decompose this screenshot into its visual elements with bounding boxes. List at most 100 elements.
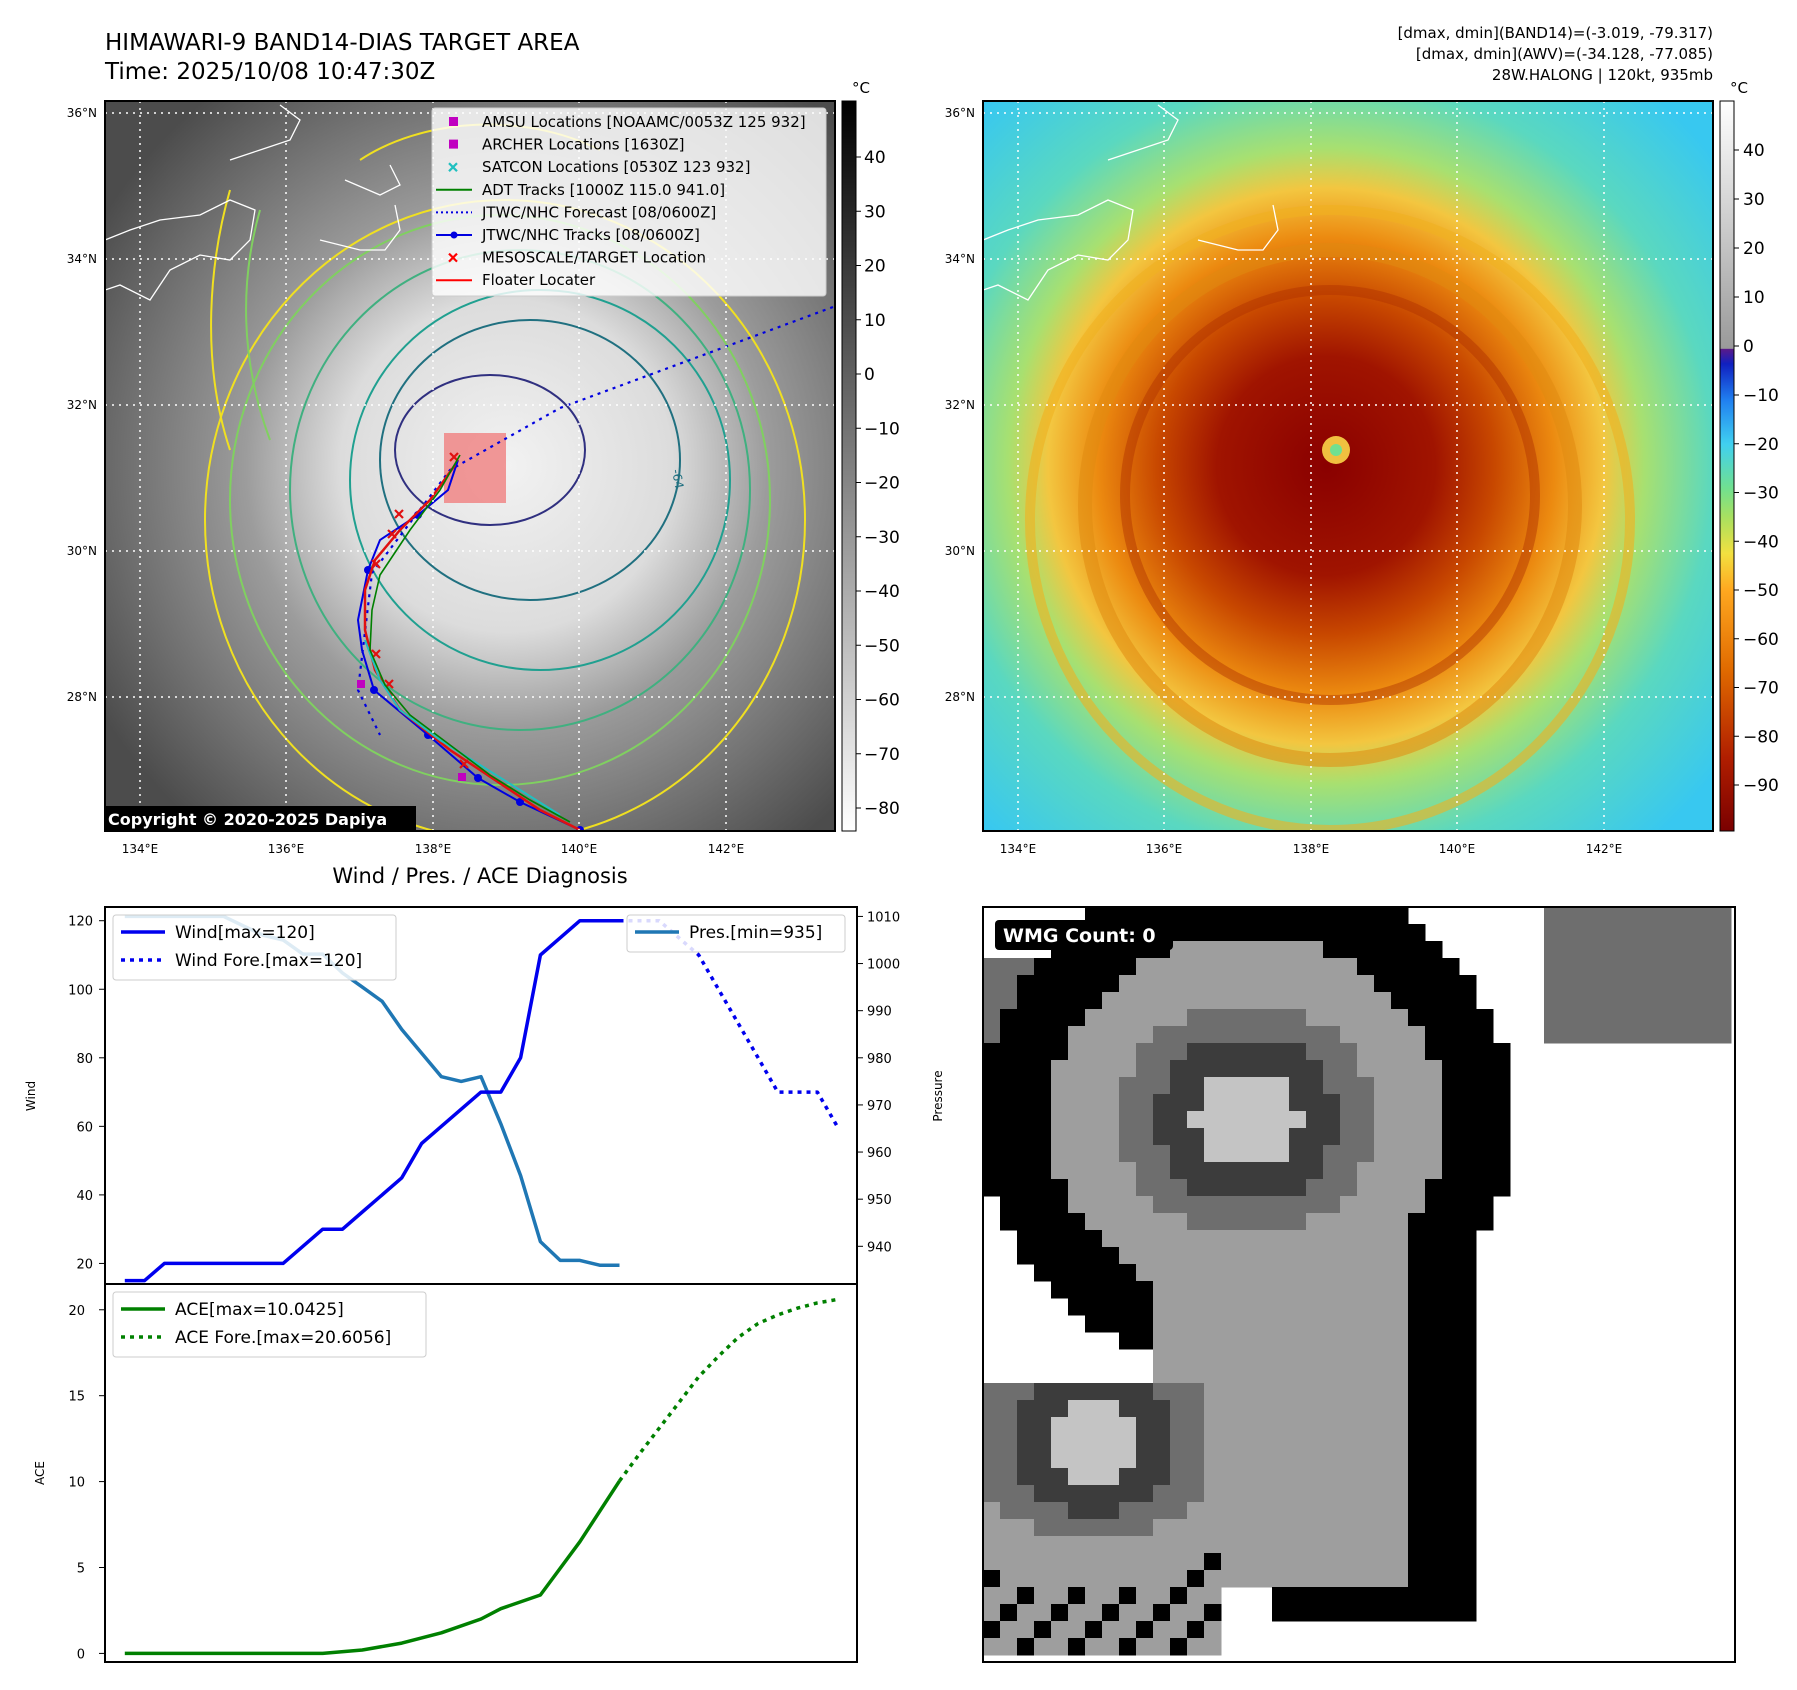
wmg-cell xyxy=(1204,1332,1222,1350)
wmg-cell xyxy=(1153,1417,1171,1435)
lon-tick-label: 140°E xyxy=(561,842,598,856)
wmg-cell xyxy=(1357,1383,1375,1401)
wmg-cell xyxy=(1595,924,1613,942)
wmg-cell xyxy=(1238,1315,1256,1333)
wmg-cell xyxy=(1408,1570,1426,1588)
lon-tick-label: 138°E xyxy=(1293,842,1330,856)
wmg-cell xyxy=(1204,1468,1222,1486)
wmg-cell xyxy=(1663,1009,1681,1027)
wmg-cell xyxy=(1068,1417,1086,1435)
wmg-cell xyxy=(1204,1400,1222,1418)
wmg-cell xyxy=(1153,1468,1171,1486)
wmg-cell xyxy=(1289,958,1307,976)
wmg-cell xyxy=(1663,1026,1681,1044)
wmg-cell xyxy=(1068,1026,1086,1044)
wmg-cell xyxy=(1238,1111,1256,1129)
wmg-cell xyxy=(1357,1196,1375,1214)
wmg-cell xyxy=(1408,1230,1426,1248)
wmg-cell xyxy=(1340,1281,1358,1299)
wmg-cell xyxy=(1017,1009,1035,1027)
wmg-cell xyxy=(1306,1502,1324,1520)
left-lat-ticks: 36°N 34°N 32°N 30°N 28°N xyxy=(67,106,97,704)
wmg-cell xyxy=(983,1128,1001,1146)
wmg-cell xyxy=(1340,1400,1358,1418)
wmg-cell xyxy=(1289,1332,1307,1350)
wmg-cell xyxy=(1459,1417,1477,1435)
wmg-cell xyxy=(1442,1281,1460,1299)
colorbar-tick-label: 0 xyxy=(1743,337,1754,357)
wmg-cell xyxy=(1374,1434,1392,1452)
wmg-cell xyxy=(1255,1281,1273,1299)
lon-tick-label: 140°E xyxy=(1439,842,1476,856)
map-legend: AMSU Locations [NOAAMC/0053Z 125 932] ARC… xyxy=(431,107,827,297)
wmg-cell xyxy=(1153,1536,1171,1554)
wmg-cell xyxy=(1204,1213,1222,1231)
wmg-cell xyxy=(1306,1315,1324,1333)
colorbar-tick-label: −90 xyxy=(1743,776,1779,796)
wmg-cell xyxy=(1374,941,1392,959)
wmg-cell xyxy=(1136,1451,1154,1469)
copyright: Copyright © 2020-2025 Dapiya xyxy=(108,810,387,829)
wmg-cell xyxy=(983,1570,1001,1588)
wmg-cell xyxy=(1357,958,1375,976)
wmg-cell xyxy=(1272,1145,1290,1163)
wmg-cell xyxy=(1408,1485,1426,1503)
wmg-cell xyxy=(1017,1604,1035,1622)
wmg-cell xyxy=(1034,1179,1052,1197)
wmg-cell xyxy=(1102,1009,1120,1027)
wmg-cell xyxy=(1034,1400,1052,1418)
wmg-cell xyxy=(1425,1026,1443,1044)
wmg-cell xyxy=(1408,1145,1426,1163)
wmg-cell xyxy=(1170,1383,1188,1401)
wmg-cell xyxy=(1204,1502,1222,1520)
wmg-cell xyxy=(1085,1077,1103,1095)
wmg-cell xyxy=(1153,1281,1171,1299)
wmg-cell xyxy=(1068,1281,1086,1299)
wmg-cell xyxy=(1221,1264,1239,1282)
diagnosis-title: Wind / Pres. / ACE Diagnosis xyxy=(332,864,627,888)
wmg-cell xyxy=(1102,1536,1120,1554)
wmg-cell xyxy=(1255,1519,1273,1537)
wmg-cell xyxy=(1000,1638,1018,1656)
wmg-cell xyxy=(1493,1145,1511,1163)
ace-tick-label: 20 xyxy=(68,1304,85,1319)
wmg-cell xyxy=(1238,1519,1256,1537)
wmg-cell xyxy=(1306,1264,1324,1282)
wmg-cell xyxy=(1442,1315,1460,1333)
wmg-cell xyxy=(1578,958,1596,976)
wmg-cell xyxy=(1119,1315,1137,1333)
wmg-cell xyxy=(1187,1519,1205,1537)
wmg-cell xyxy=(1459,975,1477,993)
wmg-cell xyxy=(1170,975,1188,993)
wmg-cell xyxy=(1561,941,1579,959)
colorbar-tick-label: 20 xyxy=(864,257,886,277)
wmg-cell xyxy=(1697,1009,1715,1027)
wmg-cell xyxy=(1085,1230,1103,1248)
pressure-tick-label: 1000 xyxy=(867,958,900,973)
wmg-cell xyxy=(1238,1264,1256,1282)
wmg-cell xyxy=(1459,1485,1477,1503)
wmg-cell xyxy=(1391,1485,1409,1503)
wmg-cell xyxy=(1170,1315,1188,1333)
wmg-cell xyxy=(1442,1553,1460,1571)
wmg-cell xyxy=(1221,1247,1239,1265)
wmg-cell xyxy=(1238,907,1256,925)
wmg-cell xyxy=(1068,1179,1086,1197)
wmg-cell xyxy=(1102,1230,1120,1248)
wmg-cell xyxy=(1306,1434,1324,1452)
wmg-cell xyxy=(1034,1383,1052,1401)
wmg-cell xyxy=(1136,1213,1154,1231)
wmg-cell xyxy=(1374,1349,1392,1367)
wmg-cell xyxy=(1153,1349,1171,1367)
wmg-cell xyxy=(1306,1247,1324,1265)
wmg-cell xyxy=(1442,1434,1460,1452)
wmg-cell xyxy=(1272,1298,1290,1316)
wmg-cell xyxy=(1442,1536,1460,1554)
wmg-cell xyxy=(1357,1213,1375,1231)
wmg-cell xyxy=(1459,1213,1477,1231)
wmg-cell xyxy=(1493,1111,1511,1129)
wmg-cell xyxy=(1051,1043,1069,1061)
wind-tick-label: 80 xyxy=(76,1052,93,1067)
wmg-cell xyxy=(1085,1485,1103,1503)
wmg-cell xyxy=(1391,992,1409,1010)
